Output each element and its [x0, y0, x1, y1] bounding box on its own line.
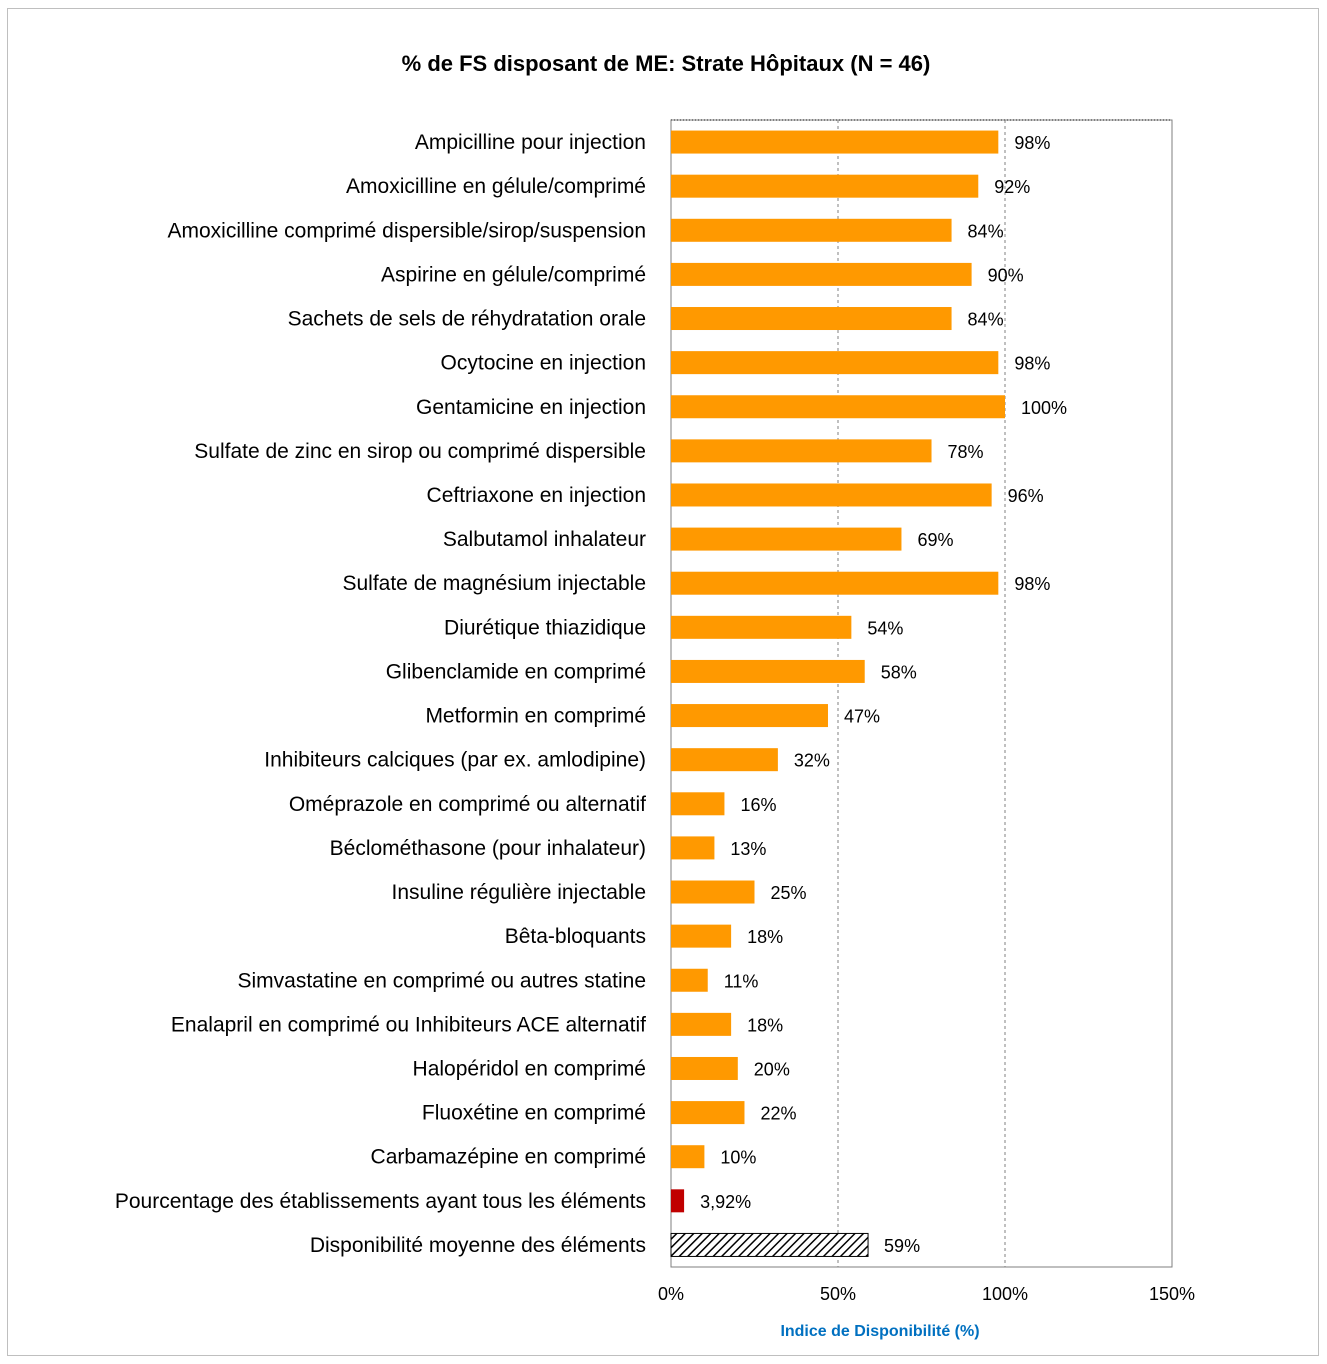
x-tick-label: 50%	[820, 1284, 856, 1304]
category-label: Disponibilité moyenne des éléments	[310, 1234, 646, 1257]
bar	[671, 924, 732, 948]
data-label: 25%	[771, 883, 807, 903]
plot-border	[670, 119, 1173, 1268]
data-label: 100%	[1021, 398, 1067, 418]
category-label: Sachets de sels de réhydratation orale	[288, 308, 646, 331]
category-label: Amoxicilline comprimé dispersible/sirop/…	[167, 219, 646, 242]
data-label: 69%	[917, 530, 953, 550]
bar	[671, 130, 999, 154]
data-label: 84%	[968, 221, 1004, 241]
bar	[671, 968, 708, 992]
chart-title: % de FS disposant de ME: Strate Hôpitaux…	[402, 51, 931, 76]
bar	[671, 1056, 738, 1080]
category-label: Metformin en comprimé	[425, 705, 646, 728]
bar	[671, 748, 778, 772]
bar	[671, 615, 852, 639]
category-label: Ocytocine en injection	[441, 352, 646, 375]
data-label: 98%	[1014, 133, 1050, 153]
category-label: Sulfate de magnésium injectable	[342, 572, 646, 595]
bar	[671, 1145, 705, 1169]
plot-area: Ampicilline pour injection 98% Amoxicillin…	[115, 119, 1195, 1304]
category-label: Sulfate de zinc en sirop ou comprimé dis…	[194, 440, 646, 463]
bar	[671, 659, 865, 683]
data-label: 59%	[884, 1236, 920, 1256]
data-label: 18%	[747, 927, 783, 947]
category-label: Salbutamol inhalateur	[443, 528, 646, 551]
data-label: 47%	[844, 707, 880, 727]
chart-frame	[7, 8, 1319, 1356]
category-label: Bêta-bloquants	[505, 925, 646, 948]
category-label: Simvastatine en comprimé ou autres stati…	[237, 969, 646, 992]
data-label: 18%	[747, 1015, 783, 1035]
bar	[671, 836, 715, 860]
category-label: Amoxicilline en gélule/comprimé	[346, 175, 646, 198]
category-label: Ceftriaxone en injection	[427, 484, 646, 507]
category-label: Halopéridol en comprimé	[413, 1057, 646, 1080]
bar	[671, 792, 725, 816]
data-label: 22%	[760, 1104, 796, 1124]
bar	[671, 351, 999, 375]
x-axis-title: Indice de Disponibilité (%)	[780, 1323, 979, 1340]
bar	[671, 1189, 685, 1213]
data-label: 54%	[867, 618, 903, 638]
category-label: Ampicilline pour injection	[415, 131, 646, 154]
data-label: 13%	[730, 839, 766, 859]
data-label: 90%	[988, 265, 1024, 285]
x-tick-label: 150%	[1149, 1284, 1195, 1304]
bar	[671, 704, 828, 728]
category-label: Oméprazole en comprimé ou alternatif	[289, 793, 646, 816]
bar	[671, 395, 1005, 419]
bar	[671, 218, 952, 242]
data-label: 20%	[754, 1059, 790, 1079]
category-label: Diurétique thiazidique	[444, 616, 646, 639]
data-label: 11%	[724, 971, 759, 991]
category-label: Glibenclamide en comprimé	[386, 660, 646, 683]
data-label: 3,92%	[700, 1192, 751, 1212]
data-label: 84%	[968, 310, 1004, 330]
data-label: 98%	[1014, 574, 1050, 594]
x-tick-label: 0%	[658, 1284, 684, 1304]
bar	[671, 571, 999, 595]
category-label: Enalapril en comprimé ou Inhibiteurs ACE…	[171, 1013, 646, 1036]
bar	[671, 1012, 732, 1036]
category-label: Pourcentage des établissements ayant tou…	[115, 1190, 646, 1213]
category-label: Béclométhasone (pour inhalateur)	[330, 837, 646, 860]
x-tick-label: 100%	[982, 1284, 1028, 1304]
data-label: 92%	[994, 177, 1030, 197]
data-label: 78%	[948, 442, 984, 462]
data-label: 32%	[794, 751, 830, 771]
category-label: Aspirine en gélule/comprimé	[381, 263, 646, 286]
category-label: Fluoxétine en comprimé	[422, 1102, 646, 1125]
bar	[671, 174, 979, 198]
bar	[671, 483, 992, 507]
category-label: Insuline régulière injectable	[392, 881, 647, 904]
bar	[670, 1232, 869, 1257]
data-label: 10%	[720, 1148, 756, 1168]
data-label: 58%	[881, 662, 917, 682]
bar	[671, 1101, 745, 1125]
data-label: 96%	[1008, 486, 1044, 506]
data-label: 16%	[740, 795, 776, 815]
category-label: Inhibiteurs calciques (par ex. amlodipin…	[264, 749, 646, 772]
category-label: Carbamazépine en comprimé	[371, 1146, 646, 1169]
data-label: 98%	[1014, 354, 1050, 374]
bar	[671, 307, 952, 331]
bar	[671, 527, 902, 551]
category-label: Gentamicine en injection	[416, 396, 646, 419]
bar	[671, 439, 932, 463]
bar	[671, 880, 755, 904]
bar	[671, 262, 972, 286]
